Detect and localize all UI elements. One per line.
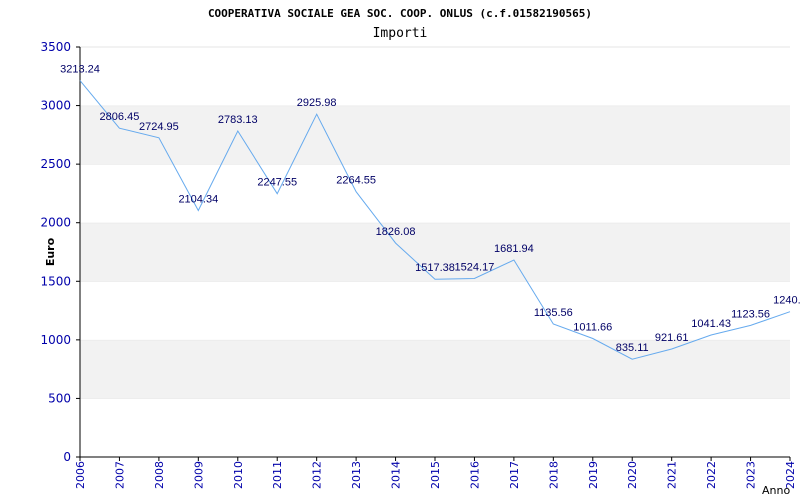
data-label: 1135.56 bbox=[534, 307, 573, 319]
x-tick-label: 2022 bbox=[705, 461, 718, 489]
x-axis-ticks: 2006 2007 2008 2009 2010 2011 2012 2013 2014 2015… bbox=[74, 457, 797, 489]
x-tick-label: 2009 bbox=[192, 461, 205, 489]
data-label: 2925.98 bbox=[297, 97, 337, 109]
x-tick-label: 2014 bbox=[390, 461, 403, 489]
y-tick-label: 1500 bbox=[40, 274, 71, 288]
x-tick-label: 2007 bbox=[113, 461, 126, 489]
x-tick-label: 2011 bbox=[271, 461, 284, 489]
x-tick-label: 2012 bbox=[311, 461, 324, 489]
data-label: 1011.66 bbox=[573, 321, 612, 333]
chart-title: COOPERATIVA SOCIALE GEA SOC. COOP. ONLUS… bbox=[208, 7, 592, 20]
data-label: 1681.94 bbox=[494, 243, 534, 255]
grid-band bbox=[80, 281, 790, 340]
data-label: 2264.55 bbox=[336, 175, 376, 187]
grid-band bbox=[80, 339, 790, 399]
y-tick-label: 2500 bbox=[40, 157, 71, 171]
y-tick-label: 2000 bbox=[40, 216, 71, 230]
y-tick-label: 0 bbox=[63, 450, 71, 464]
x-tick-label: 2016 bbox=[468, 461, 481, 489]
data-label: 2783.13 bbox=[218, 114, 258, 126]
x-tick-label: 2019 bbox=[587, 461, 600, 489]
data-label: 1123.56 bbox=[731, 308, 770, 320]
data-label: 2806.45 bbox=[100, 111, 140, 123]
x-tick-label: 2010 bbox=[232, 461, 245, 489]
grid-band bbox=[80, 222, 790, 282]
data-label: 1041.43 bbox=[691, 318, 731, 330]
grid-band bbox=[80, 105, 790, 165]
grid-band bbox=[80, 398, 790, 457]
x-tick-label: 2017 bbox=[508, 461, 521, 489]
data-label: 921.61 bbox=[655, 332, 689, 344]
y-tick-label: 1000 bbox=[40, 333, 71, 347]
grid-band bbox=[80, 47, 790, 106]
data-label: 3213.24 bbox=[60, 64, 100, 76]
data-label: 2104.34 bbox=[178, 193, 218, 205]
x-tick-label: 2020 bbox=[626, 461, 639, 489]
data-label: 1826.08 bbox=[376, 226, 416, 238]
x-tick-label: 2015 bbox=[429, 461, 442, 489]
x-tick-label: 2021 bbox=[666, 461, 679, 489]
x-tick-label: 2018 bbox=[547, 461, 560, 489]
x-tick-label: 2008 bbox=[153, 461, 166, 489]
data-label: 1524.17 bbox=[455, 261, 495, 273]
x-axis-label: Anno bbox=[762, 484, 790, 497]
series-line bbox=[79, 80, 791, 360]
y-tick-label: 3500 bbox=[40, 40, 71, 54]
data-label: 2724.95 bbox=[139, 121, 179, 133]
x-tick-label: 2013 bbox=[350, 461, 363, 489]
data-label: 1240.7 bbox=[773, 295, 800, 307]
y-tick-label: 3000 bbox=[40, 99, 71, 113]
data-label: 1517.38 bbox=[415, 262, 455, 274]
y-axis-label: Euro bbox=[44, 237, 57, 266]
data-label: 835.11 bbox=[616, 342, 649, 354]
x-tick-label: 2024 bbox=[784, 461, 797, 489]
y-tick-label: 500 bbox=[48, 391, 71, 405]
grid-bands bbox=[80, 46, 790, 457]
chart-subtitle: Importi bbox=[373, 26, 428, 41]
data-label: 2247.55 bbox=[257, 177, 297, 189]
y-axis-ticks: 0 500 1000 1500 2000 2500 3000 3500 bbox=[40, 40, 80, 464]
x-tick-label: 2006 bbox=[74, 461, 87, 489]
x-tick-label: 2023 bbox=[745, 461, 758, 489]
grid-band bbox=[80, 164, 790, 223]
